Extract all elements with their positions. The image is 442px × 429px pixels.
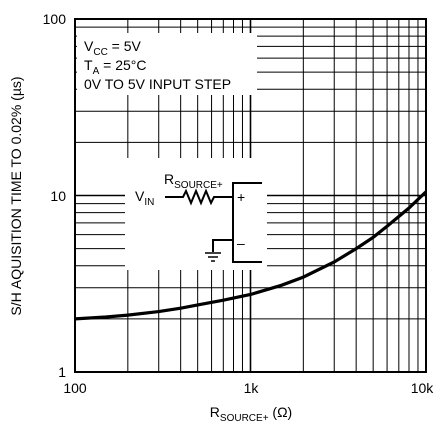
plus-terminal: + bbox=[237, 189, 245, 205]
y-tick-label-100: 100 bbox=[43, 11, 67, 27]
x-tick-label-1k: 1k bbox=[244, 380, 260, 396]
schematic-inset: VIN RSOURCE+ + – bbox=[125, 158, 267, 270]
rsource-label: RSOURCE+ bbox=[164, 171, 223, 191]
y-axis-label: S/H AQUISITION TIME TO 0.02% (µs) bbox=[8, 76, 24, 315]
y-tick-label-1: 1 bbox=[58, 364, 66, 380]
x-tick-label-100: 100 bbox=[63, 380, 87, 396]
x-tick-label-10k: 10k bbox=[411, 380, 435, 396]
input-step-annotation: 0V TO 5V INPUT STEP bbox=[84, 76, 231, 92]
plot-frame bbox=[74, 18, 427, 373]
minus-terminal: – bbox=[237, 235, 245, 251]
conditions-box bbox=[77, 33, 257, 95]
ta-annotation: TA = 25°C bbox=[84, 57, 146, 77]
opamp-box bbox=[232, 182, 262, 263]
y-tick-label-10: 10 bbox=[50, 188, 66, 204]
schematic-background bbox=[125, 158, 267, 270]
series-line bbox=[74, 190, 428, 321]
x-axis-label: RSOURCE+ (Ω) bbox=[210, 404, 292, 424]
ground-wire bbox=[212, 239, 233, 252]
resistor-icon bbox=[165, 188, 233, 206]
vin-label: VIN bbox=[135, 188, 154, 208]
vcc-annotation: VCC = 5V bbox=[84, 38, 142, 58]
ground-icon bbox=[205, 252, 221, 262]
